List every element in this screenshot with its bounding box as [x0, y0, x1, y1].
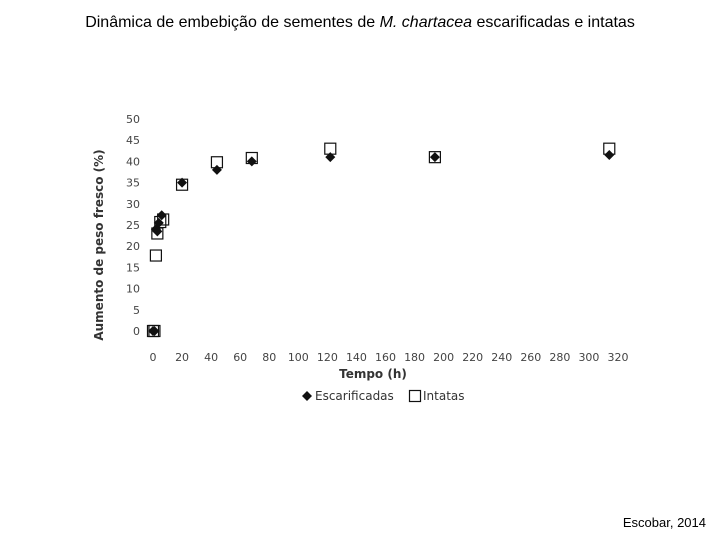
y-tick-label: 0	[133, 325, 140, 338]
diamond-marker	[325, 152, 336, 163]
y-tick-label: 15	[126, 261, 140, 274]
x-tick-label: 80	[262, 351, 276, 364]
diamond-marker	[246, 156, 257, 167]
y-tick-label: 50	[126, 113, 140, 126]
x-tick-label: 40	[204, 351, 218, 364]
x-tick-label: 140	[346, 351, 367, 364]
x-axis: 0 20 40 60 80 100 120 140 160 180 200 220 240 260 280 3…	[150, 351, 629, 364]
x-axis-title: Tempo (h)	[339, 367, 407, 381]
x-tick-label: 100	[288, 351, 309, 364]
legend: Escarificadas Intatas	[302, 389, 465, 403]
x-tick-label: 160	[375, 351, 396, 364]
y-axis-title: Aumento de peso fresco (%)	[92, 149, 106, 340]
x-tick-label: 320	[608, 351, 629, 364]
x-tick-label: 60	[233, 351, 247, 364]
diamond-marker	[149, 326, 160, 336]
y-tick-label: 45	[126, 134, 140, 147]
page-title: Dinâmica de embebição de sementes de M. …	[0, 14, 720, 32]
square-marker	[428, 151, 442, 164]
y-tick-label: 20	[126, 240, 140, 253]
title-species: M. chartacea	[379, 14, 473, 31]
legend-marker-square	[408, 389, 422, 403]
diamond-marker	[152, 226, 163, 237]
x-tick-label: 200	[433, 351, 454, 364]
y-tick-label: 25	[126, 219, 140, 232]
diamond-marker	[604, 150, 615, 161]
legend-label: Escarificadas	[315, 389, 394, 403]
x-tick-label: 240	[491, 351, 512, 364]
x-tick-label: 220	[462, 351, 483, 364]
diamond-marker	[177, 177, 188, 188]
legend-label: Intatas	[423, 389, 465, 403]
x-tick-label: 20	[175, 351, 189, 364]
y-tick-label: 10	[126, 283, 140, 296]
x-tick-label: 280	[549, 351, 570, 364]
x-tick-label: 300	[578, 351, 599, 364]
y-axis: 0 5 10 15 20 25 30 35 40 45 50	[126, 113, 140, 338]
diamond-marker	[429, 152, 440, 163]
square-marker	[149, 249, 163, 262]
title-prefix: Dinâmica de embebição de sementes de	[85, 14, 380, 31]
title-suffix: escarificadas e intatas	[472, 14, 635, 31]
x-tick-label: 120	[317, 351, 338, 364]
x-tick-label: 180	[404, 351, 425, 364]
y-tick-label: 40	[126, 155, 140, 168]
diamond-marker	[156, 210, 167, 221]
source-credit: Escobar, 2014	[622, 515, 706, 530]
x-tick-label: 0	[150, 351, 157, 364]
x-tick-label: 260	[520, 351, 541, 364]
diamond-marker	[211, 164, 222, 175]
data-points	[146, 142, 616, 338]
diamond-marker	[153, 217, 164, 228]
y-tick-label: 35	[126, 177, 140, 190]
legend-marker-diamond	[302, 391, 312, 401]
y-tick-label: 5	[133, 304, 140, 317]
y-tick-label: 30	[126, 198, 140, 211]
